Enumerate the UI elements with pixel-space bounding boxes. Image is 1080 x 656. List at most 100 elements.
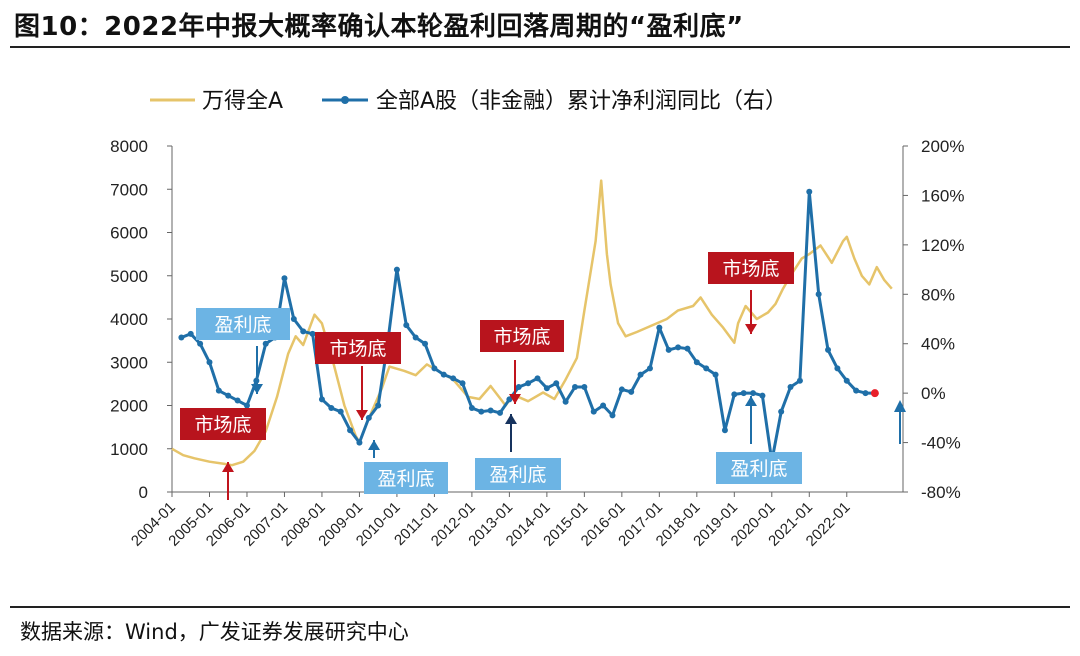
right-tick-label: 120% (921, 236, 964, 255)
profit-point (646, 365, 653, 372)
chart-title: 图10：2022年中报大概率确认本轮盈利回落周期的“盈利底” (14, 12, 744, 42)
annotation-arrowhead (505, 414, 517, 424)
profit-point (750, 390, 757, 397)
profit-point (309, 330, 316, 337)
left-tick-label: 6000 (110, 224, 148, 243)
legend-label-wind-all-a: 万得全A (202, 89, 283, 114)
profit-point (656, 324, 663, 331)
profit-point (843, 377, 850, 384)
profit-point (300, 328, 307, 335)
profit-point (468, 404, 475, 411)
profit-point (571, 383, 578, 390)
left-tick-label: 8000 (110, 137, 148, 156)
right-tick-label: 40% (921, 335, 955, 354)
annotation-market-bottom: 市场底 (722, 258, 779, 280)
profit-point (403, 322, 410, 329)
last-point-marker (870, 389, 879, 398)
profit-point (590, 408, 597, 415)
profit-point (206, 359, 213, 366)
right-tick-label: -40% (921, 434, 961, 453)
annotation-profit-bottom: 盈利底 (214, 314, 271, 336)
bottom-rule (10, 606, 1070, 608)
profit-point (740, 390, 747, 397)
profit-point (365, 414, 372, 421)
profit-point (281, 275, 288, 282)
annotation-box (315, 332, 401, 364)
profit-point (422, 340, 429, 347)
profit-point (459, 380, 466, 387)
profit-point (796, 377, 803, 384)
top-rule (10, 46, 1070, 48)
profit-point (759, 392, 766, 399)
annotation-market-bottom: 市场底 (493, 326, 550, 348)
annotation-box (480, 320, 564, 352)
profit-point (478, 408, 485, 415)
right-tick-label: 80% (921, 285, 955, 304)
profit-point (721, 427, 728, 434)
right-tick-label: 160% (921, 186, 964, 205)
annotation-box (180, 408, 266, 440)
left-tick-label: 7000 (110, 180, 148, 199)
left-tick-label: 1000 (110, 440, 148, 459)
annotation-market-bottom: 市场底 (329, 338, 386, 360)
profit-point (665, 346, 672, 353)
profit-point (562, 398, 569, 405)
legend-label-profit-growth: 全部A股（非金融）累计净利润同比（右） (376, 89, 787, 114)
annotation-arrowhead (222, 462, 234, 472)
profit-point (243, 402, 250, 409)
profit-point (675, 344, 682, 351)
profit-point (825, 346, 832, 353)
chart-canvas: 8000 7000 6000 5000 4000 3000 2000 1000 0 200% 160… (110, 89, 964, 550)
left-tick-label: 2000 (110, 397, 148, 416)
profit-point (628, 388, 635, 395)
profit-point (356, 439, 363, 446)
source-note: 数据来源：Wind，广发证券发展研究中心 (20, 620, 409, 644)
profit-point (487, 407, 494, 414)
left-tick-label: 3000 (110, 353, 148, 372)
annotation-arrowhead (356, 410, 368, 420)
annotation-box (708, 252, 794, 284)
legend-swatch-marker (341, 96, 349, 104)
annotation-profit-bottom: 盈利底 (489, 464, 546, 486)
annotation-box (475, 458, 561, 490)
annotation-box (716, 452, 802, 484)
profit-point (853, 387, 860, 394)
profit-point (187, 330, 194, 337)
annotation-arrowhead (745, 396, 757, 406)
profit-point (600, 402, 607, 409)
profit-point (778, 408, 785, 415)
profit-point (543, 385, 550, 392)
profit-point (215, 387, 222, 394)
annotation-arrowhead-latest (894, 400, 906, 412)
profit-point (637, 371, 644, 378)
right-tick-label: 0% (921, 384, 946, 403)
profit-point (337, 408, 344, 415)
annotation-arrowhead (745, 324, 757, 334)
profit-point (290, 316, 297, 322)
profit-point (731, 391, 738, 398)
profit-point (234, 397, 241, 404)
profit-point (497, 409, 504, 416)
profit-point (712, 371, 719, 378)
profit-point (450, 375, 457, 382)
profit-point (834, 365, 841, 372)
profit-point (262, 340, 269, 347)
profit-point (618, 386, 625, 393)
annotation-arrowhead (251, 384, 263, 394)
profit-point (534, 375, 541, 382)
profit-point (806, 188, 813, 195)
right-tick-label: 200% (921, 137, 964, 156)
profit-point (347, 427, 354, 434)
profit-point (862, 390, 869, 397)
left-tick-label: 4000 (110, 310, 148, 329)
profit-point (431, 365, 438, 372)
right-tick-label: -80% (921, 483, 961, 502)
profit-point (318, 396, 325, 403)
profit-point (581, 383, 588, 390)
annotation-profit-bottom: 盈利底 (730, 458, 787, 480)
annotation-profit-bottom: 盈利底 (377, 468, 434, 490)
profit-point (375, 402, 382, 409)
profit-point (815, 291, 822, 298)
profit-point (178, 334, 185, 341)
profit-point (515, 383, 522, 390)
